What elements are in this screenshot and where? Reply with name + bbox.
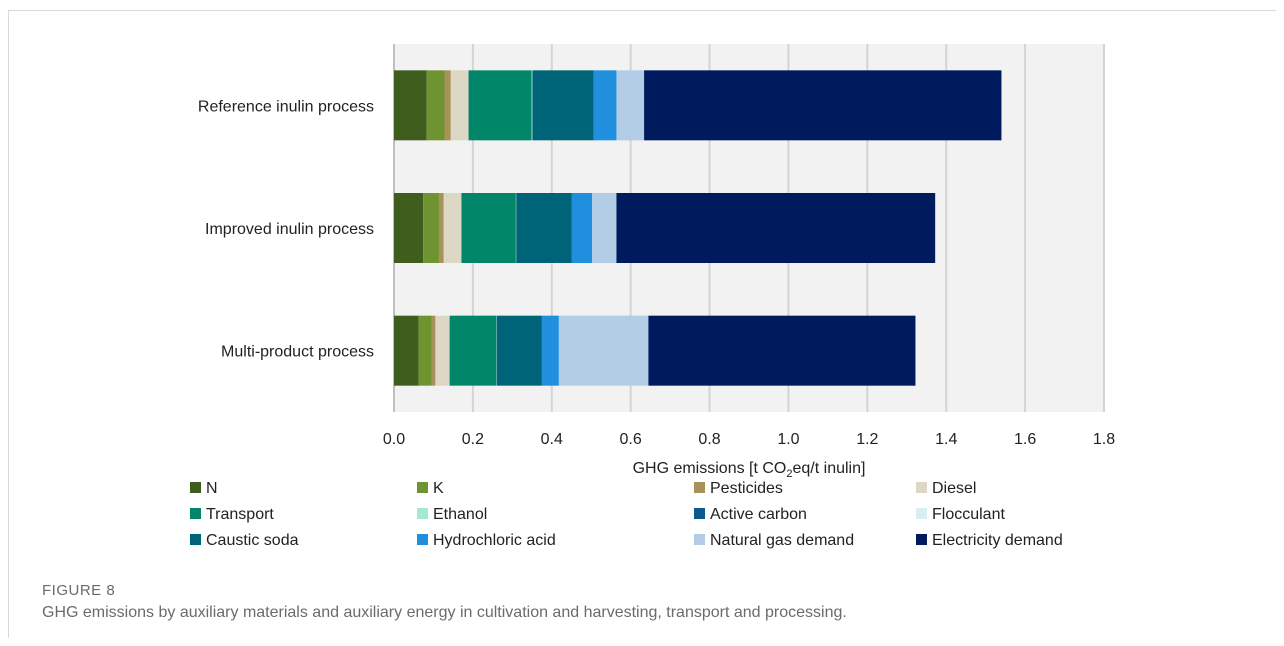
legend-label: N: [206, 480, 218, 497]
x-tick-label: 1.8: [1093, 431, 1115, 448]
legend-swatch: [916, 534, 927, 545]
legend: N K Pesticides Diesel Transport Ethanol Active…: [190, 480, 1063, 549]
category-label: Improved inulin process: [205, 221, 374, 238]
bar-segment: [468, 70, 532, 141]
bar-segment: [496, 315, 542, 386]
category-labels: Reference inulin process Improved inulin …: [198, 98, 374, 360]
x-tick-label: 0.6: [620, 431, 642, 448]
legend-label: Caustic soda: [206, 532, 299, 549]
bar-segment: [558, 315, 649, 386]
bar-segment: [431, 315, 436, 386]
bar-segment: [644, 70, 1002, 141]
legend-label: K: [433, 480, 444, 497]
legend-swatch: [694, 534, 705, 545]
bar-segment: [394, 315, 419, 386]
x-tick-label: 1.2: [856, 431, 878, 448]
x-tick-label: 0.0: [383, 431, 405, 448]
legend-label: Natural gas demand: [710, 532, 854, 549]
figure-frame: [8, 10, 1276, 638]
legend-swatch: [916, 482, 927, 493]
x-axis-title: GHG emissions [t CO2eq/t inulin]: [633, 460, 866, 480]
legend-label: Ethanol: [433, 506, 487, 523]
legend-label: Transport: [206, 506, 274, 523]
legend-label: Diesel: [932, 480, 976, 497]
bar-segment: [426, 70, 445, 141]
legend-swatch: [190, 534, 201, 545]
bar-segment: [531, 70, 533, 141]
bar-segment: [516, 193, 572, 263]
legend-swatch: [417, 482, 428, 493]
bar-segment: [450, 70, 469, 141]
legend-swatch: [916, 508, 927, 519]
figure-label: FIGURE 8: [42, 582, 116, 599]
legend-swatch: [694, 482, 705, 493]
bar-segment: [394, 193, 424, 263]
bar-segment: [394, 70, 427, 141]
bar-segment: [443, 193, 462, 263]
bar-segment: [532, 70, 594, 141]
bar-segment: [438, 193, 444, 263]
x-tick-label: 1.4: [935, 431, 957, 448]
legend-label: Electricity demand: [932, 532, 1063, 549]
bar-segment: [616, 70, 645, 141]
x-tick-label: 0.8: [698, 431, 720, 448]
bar-segment: [444, 70, 451, 141]
x-tick-label: 0.2: [462, 431, 484, 448]
legend-swatch: [190, 482, 201, 493]
legend-swatch: [694, 508, 705, 519]
legend-swatch: [417, 508, 428, 519]
x-tick-label: 1.6: [1014, 431, 1036, 448]
category-label: Multi-product process: [221, 344, 374, 361]
legend-label: Pesticides: [710, 480, 783, 497]
bar-segment: [616, 193, 936, 263]
figure-caption: GHG emissions by auxiliary materials and…: [42, 604, 847, 621]
bars: [394, 70, 1002, 386]
bar-segment: [418, 315, 432, 386]
stacked-bar-chart: Reference inulin process Improved inulin …: [190, 44, 1115, 549]
bar-segment: [435, 315, 450, 386]
x-tick-label: 0.4: [541, 431, 563, 448]
legend-label: Flocculant: [932, 506, 1005, 523]
legend-swatch: [190, 508, 201, 519]
legend-label: Hydrochloric acid: [433, 532, 556, 549]
bar-segment: [571, 193, 593, 263]
bar-segment: [423, 193, 439, 263]
legend-swatch: [417, 534, 428, 545]
bar-segment: [541, 315, 559, 386]
bar-segment: [461, 193, 516, 263]
category-label: Reference inulin process: [198, 98, 374, 115]
x-tick-labels: 0.0 0.2 0.4 0.6 0.8 1.0 1.2 1.4 1.6 1.8: [383, 431, 1115, 448]
legend-label: Active carbon: [710, 506, 807, 523]
bar-segment: [592, 193, 617, 263]
bar-segment: [593, 70, 617, 141]
bar-segment: [648, 315, 916, 386]
bar-segment: [449, 315, 497, 386]
x-tick-label: 1.0: [777, 431, 799, 448]
